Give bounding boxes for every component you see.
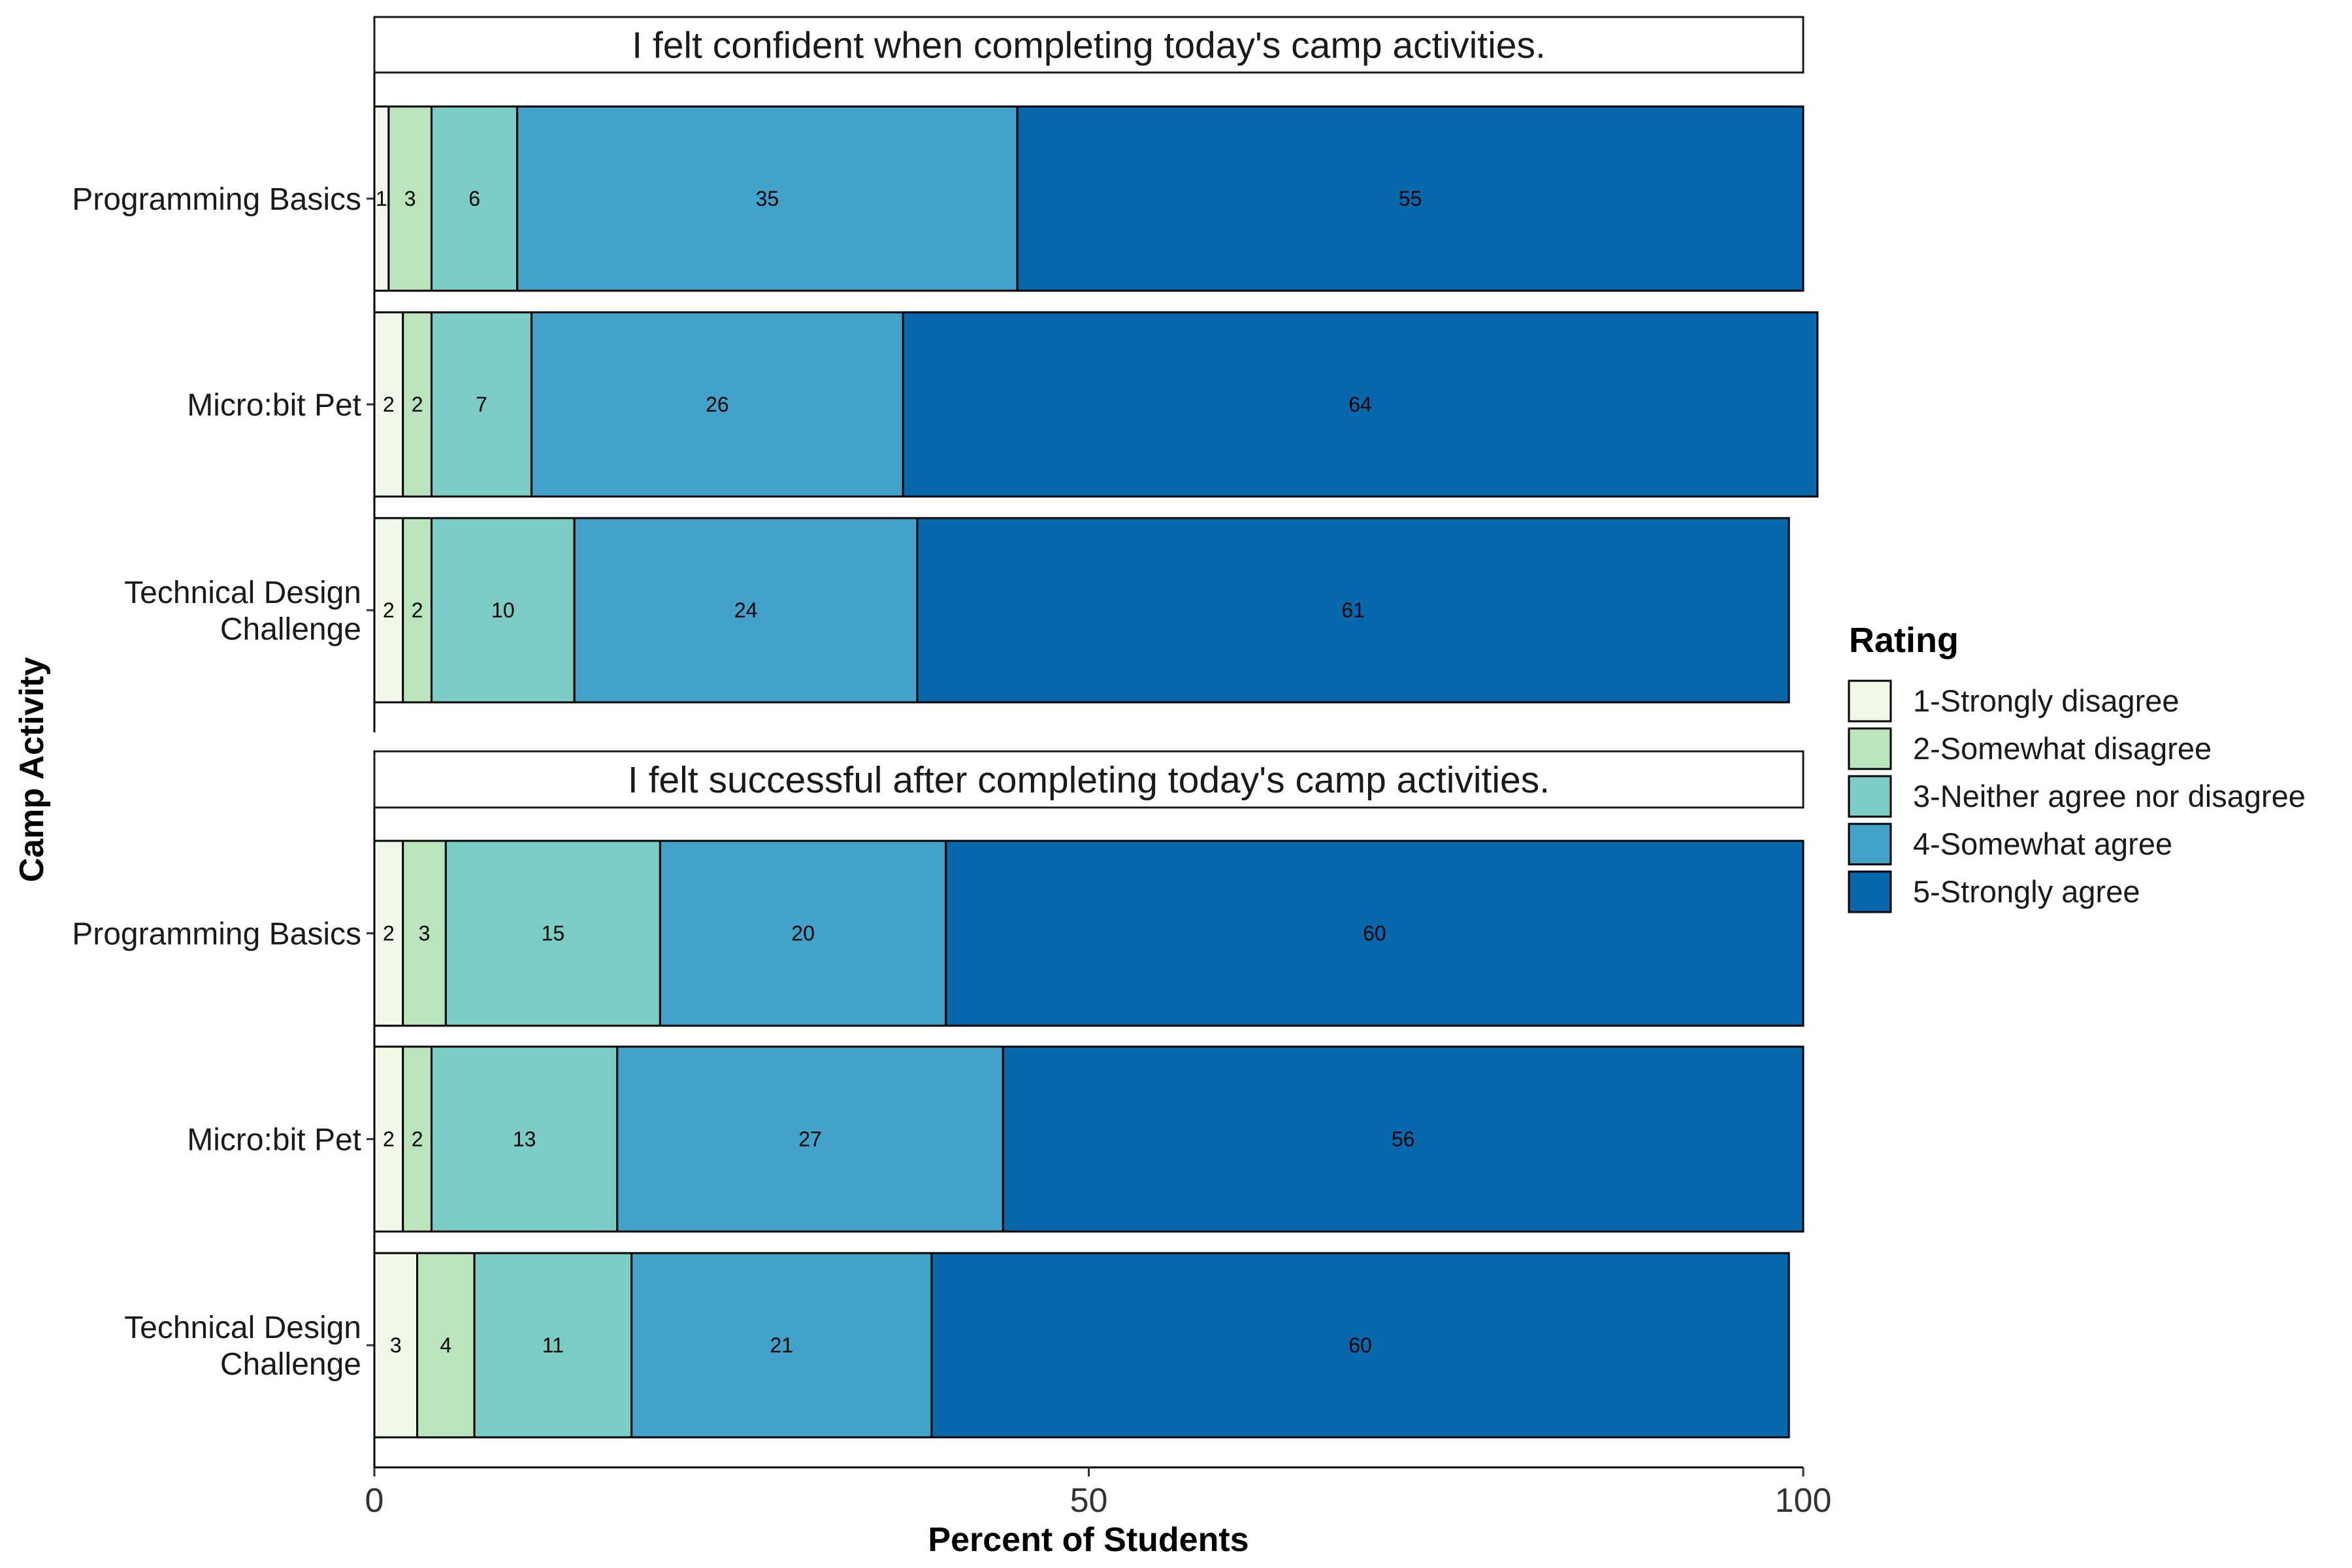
legend-label: 3-Neither agree nor disagree	[1913, 779, 2306, 813]
bar-row: Micro:bit Pet 2 2 13 27 56	[187, 1045, 1805, 1233]
data-label: 60	[1363, 922, 1386, 945]
bar-segment	[1016, 105, 1805, 292]
y-tick-label: Technical Design Challenge	[124, 576, 361, 647]
legend-swatch	[1848, 679, 1892, 723]
facet-strip-title: I felt successful after completing today…	[628, 759, 1550, 801]
legend-item: 2-Somewhat disagree	[1848, 727, 2212, 770]
data-label: 21	[770, 1333, 793, 1357]
x-axis-title: Percent of Students	[928, 1521, 1249, 1559]
bar-row: Programming Basics 2 3 15 20 60	[72, 840, 1805, 1027]
data-label: 64	[1348, 393, 1372, 416]
legend-label: 2-Somewhat disagree	[1913, 731, 2212, 766]
data-label: 2	[412, 598, 423, 622]
bar-segment	[402, 311, 433, 498]
data-label: 35	[756, 187, 779, 210]
y-tick-label: Programming Basics	[72, 182, 361, 217]
bar-segment	[516, 105, 1019, 292]
data-label: 61	[1341, 598, 1365, 622]
data-label: 55	[1399, 187, 1422, 210]
facet-strip	[373, 16, 1805, 74]
y-tick-label: Technical Design Challenge	[124, 1311, 361, 1382]
bar-segment	[1002, 1045, 1805, 1233]
data-label: 6	[468, 187, 480, 210]
data-label: 2	[383, 922, 395, 945]
facet-strip-title: I felt confident when completing today's…	[632, 25, 1546, 67]
legend-item: 1-Strongly disagree	[1848, 679, 2180, 723]
data-label: 11	[542, 1333, 564, 1357]
data-label: 3	[390, 1333, 402, 1357]
data-label: 1	[376, 187, 387, 210]
bar-segment	[430, 517, 576, 704]
data-label: 4	[440, 1333, 451, 1357]
bar-segment	[945, 840, 1805, 1027]
legend-title: Rating	[1849, 621, 1959, 660]
y-tick-label: Micro:bit Pet	[187, 1123, 361, 1158]
legend-swatch	[1848, 823, 1892, 866]
bar-segment	[573, 517, 919, 704]
x-tick-label: 100	[1775, 1482, 1832, 1520]
bar-row: Micro:bit Pet 2 2 7 26 64	[187, 311, 1819, 498]
bar-row: Programming Basics 1 3 6 35 55	[72, 105, 1805, 292]
data-label: 2	[383, 393, 395, 416]
bar-segment	[373, 840, 404, 1027]
bar-segment	[430, 311, 533, 498]
bar-segment	[630, 1252, 933, 1439]
bar-segment	[902, 311, 1819, 498]
legend-label: 1-Strongly disagree	[1913, 683, 2180, 718]
legend-items: 1-Strongly disagree 2-Somewhat disagree 3-…	[1848, 679, 2306, 913]
bar-segment	[430, 1045, 619, 1233]
x-tick-label: 50	[1070, 1482, 1108, 1520]
data-label: 10	[491, 598, 515, 622]
bar-segment	[616, 1045, 1004, 1233]
bar-row: Technical Design Challenge 3 4 11 21 60	[124, 1252, 1790, 1439]
bar-segment	[373, 311, 404, 498]
facet-panel-2: I felt successful after completing today…	[72, 750, 1805, 1467]
y-axis-title: Camp Activity	[13, 657, 51, 883]
legend-swatch	[1848, 870, 1892, 913]
data-label: 15	[542, 922, 565, 945]
data-label: 20	[791, 922, 815, 945]
facet-strip	[373, 750, 1805, 809]
y-tick-label: Programming Basics	[72, 917, 361, 952]
facet-panel-1: I felt confident when completing today's…	[72, 16, 1819, 732]
legend-item: 3-Neither agree nor disagree	[1848, 775, 2306, 818]
legend-swatch	[1848, 727, 1892, 770]
bar-segment	[930, 1252, 1790, 1439]
bar-segment	[402, 840, 447, 1027]
data-label: 2	[383, 598, 395, 622]
bar-segment	[373, 1252, 419, 1439]
chart-panels: I felt confident when completing today's…	[72, 16, 1819, 1467]
bar-segment	[430, 105, 519, 292]
data-label: 13	[513, 1128, 536, 1151]
data-label: 60	[1348, 1333, 1372, 1357]
bar-segment	[531, 311, 904, 498]
data-label: 24	[734, 598, 758, 622]
x-tick-label: 0	[365, 1482, 384, 1520]
x-axis: 0 50 100	[365, 1466, 1832, 1520]
data-label: 26	[706, 393, 729, 416]
bar-segment	[444, 840, 661, 1027]
bar-row: Technical Design Challenge 2 2 10 24 61	[124, 517, 1790, 704]
legend: Rating 1-Strongly disagree 2-Somewhat dis…	[1848, 621, 2306, 913]
bar-segment	[373, 517, 404, 704]
legend-item: 5-Strongly agree	[1848, 870, 2140, 913]
legend-swatch	[1848, 775, 1892, 818]
legend-label: 5-Strongly agree	[1913, 874, 2140, 909]
bar-segment	[473, 1252, 633, 1439]
data-label: 7	[476, 393, 487, 416]
data-label: 2	[412, 393, 423, 416]
data-label: 3	[419, 922, 431, 945]
bar-segment	[916, 517, 1790, 704]
data-label: 56	[1392, 1128, 1415, 1151]
data-label: 2	[412, 1128, 423, 1151]
y-tick-label: Micro:bit Pet	[187, 388, 361, 423]
legend-item: 4-Somewhat agree	[1848, 823, 2172, 866]
data-label: 27	[798, 1128, 822, 1151]
data-label: 2	[383, 1128, 395, 1151]
data-label: 3	[404, 187, 416, 210]
legend-label: 4-Somewhat agree	[1913, 826, 2172, 861]
